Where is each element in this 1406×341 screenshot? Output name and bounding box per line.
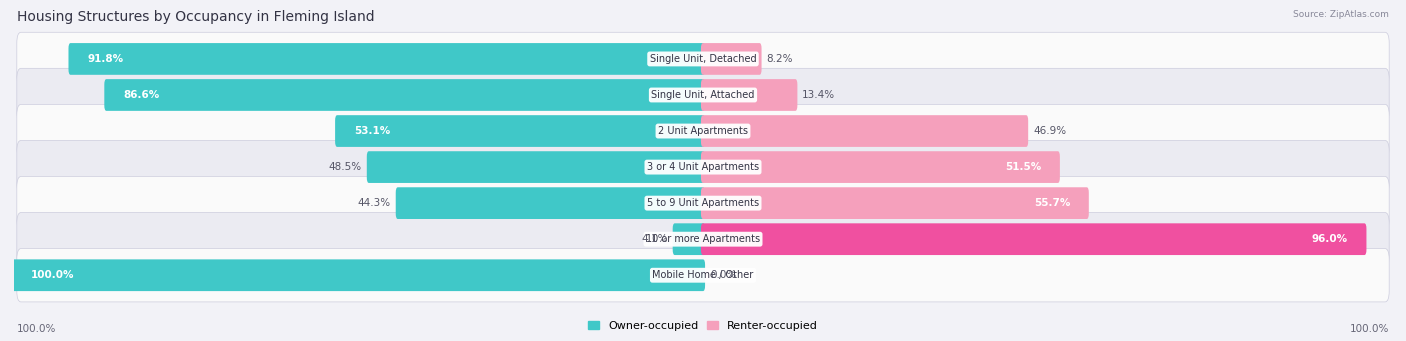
Text: 10 or more Apartments: 10 or more Apartments: [645, 234, 761, 244]
Text: 4.1%: 4.1%: [641, 234, 668, 244]
FancyBboxPatch shape: [672, 223, 704, 255]
FancyBboxPatch shape: [17, 104, 1389, 158]
Text: 48.5%: 48.5%: [329, 162, 361, 172]
Text: 44.3%: 44.3%: [357, 198, 391, 208]
FancyBboxPatch shape: [367, 151, 704, 183]
Text: 0.0%: 0.0%: [710, 270, 737, 280]
Text: 100.0%: 100.0%: [17, 324, 56, 334]
FancyBboxPatch shape: [17, 176, 1389, 230]
Text: 13.4%: 13.4%: [803, 90, 835, 100]
Text: 3 or 4 Unit Apartments: 3 or 4 Unit Apartments: [647, 162, 759, 172]
Text: 55.7%: 55.7%: [1033, 198, 1070, 208]
Text: 91.8%: 91.8%: [87, 54, 124, 64]
Text: 5 to 9 Unit Apartments: 5 to 9 Unit Apartments: [647, 198, 759, 208]
FancyBboxPatch shape: [335, 115, 704, 147]
FancyBboxPatch shape: [17, 249, 1389, 302]
Text: Single Unit, Detached: Single Unit, Detached: [650, 54, 756, 64]
Text: 53.1%: 53.1%: [354, 126, 389, 136]
Text: 8.2%: 8.2%: [766, 54, 793, 64]
FancyBboxPatch shape: [17, 140, 1389, 194]
FancyBboxPatch shape: [702, 187, 1088, 219]
FancyBboxPatch shape: [702, 151, 1060, 183]
Text: 86.6%: 86.6%: [122, 90, 159, 100]
FancyBboxPatch shape: [104, 79, 704, 111]
Text: 96.0%: 96.0%: [1312, 234, 1348, 244]
FancyBboxPatch shape: [702, 79, 797, 111]
Text: Mobile Home / Other: Mobile Home / Other: [652, 270, 754, 280]
FancyBboxPatch shape: [13, 260, 704, 291]
FancyBboxPatch shape: [702, 115, 1028, 147]
FancyBboxPatch shape: [395, 187, 704, 219]
Text: 2 Unit Apartments: 2 Unit Apartments: [658, 126, 748, 136]
FancyBboxPatch shape: [17, 68, 1389, 122]
FancyBboxPatch shape: [17, 212, 1389, 266]
FancyBboxPatch shape: [17, 32, 1389, 86]
Text: 100.0%: 100.0%: [1350, 324, 1389, 334]
Text: 51.5%: 51.5%: [1005, 162, 1042, 172]
FancyBboxPatch shape: [702, 223, 1367, 255]
FancyBboxPatch shape: [69, 43, 704, 75]
Text: 46.9%: 46.9%: [1033, 126, 1066, 136]
Text: 100.0%: 100.0%: [31, 270, 75, 280]
Legend: Owner-occupied, Renter-occupied: Owner-occupied, Renter-occupied: [583, 316, 823, 336]
Text: Single Unit, Attached: Single Unit, Attached: [651, 90, 755, 100]
FancyBboxPatch shape: [702, 43, 762, 75]
Text: Source: ZipAtlas.com: Source: ZipAtlas.com: [1294, 10, 1389, 19]
Text: Housing Structures by Occupancy in Fleming Island: Housing Structures by Occupancy in Flemi…: [17, 10, 374, 24]
